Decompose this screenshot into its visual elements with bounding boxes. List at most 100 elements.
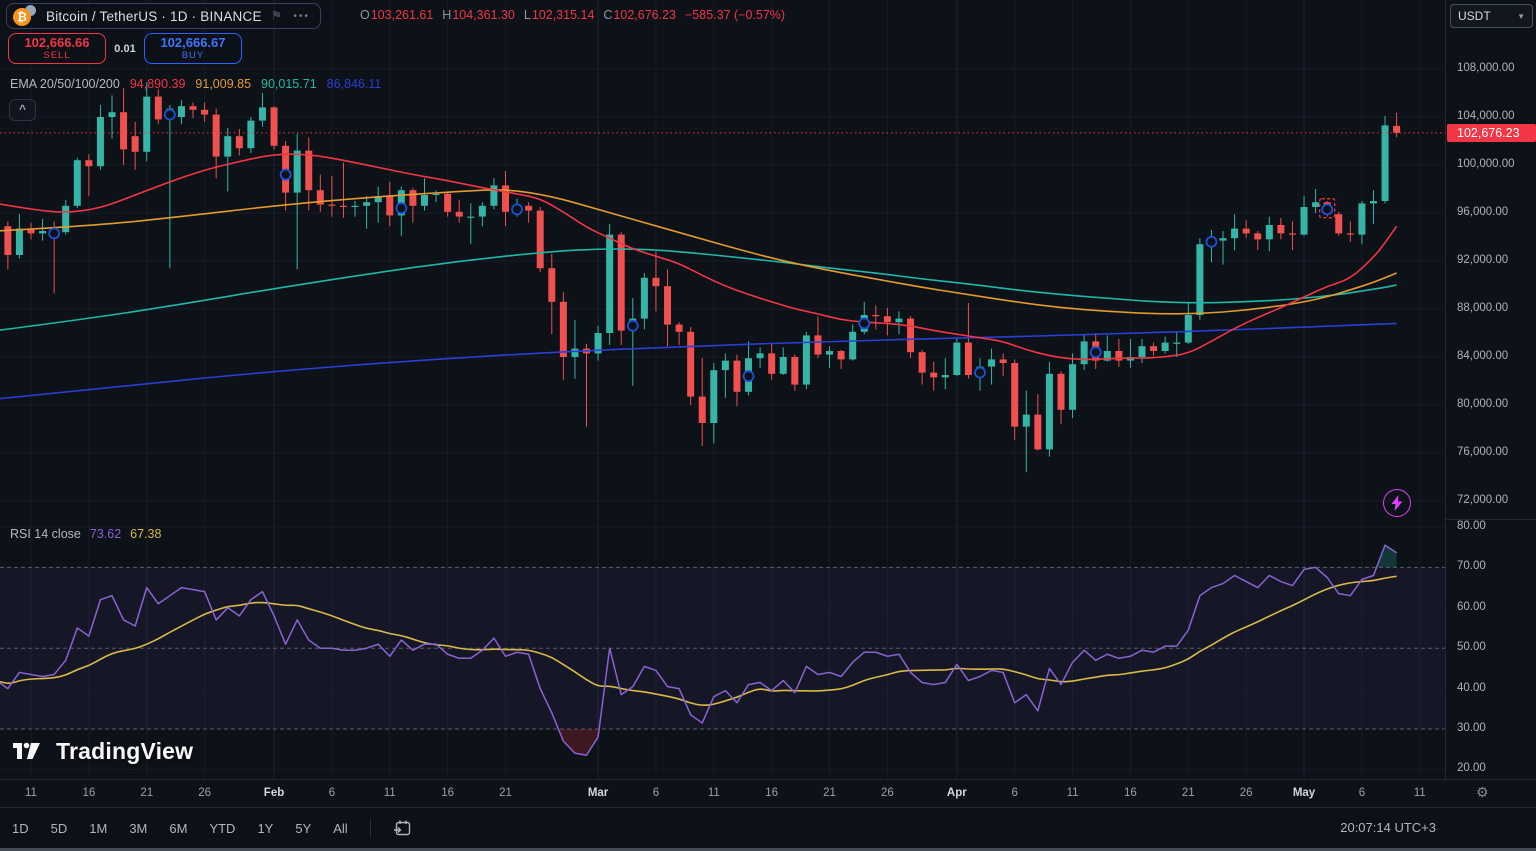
tradingview-logo-icon xyxy=(13,742,40,759)
trade-marker[interactable] xyxy=(48,227,61,240)
trade-marker[interactable] xyxy=(511,203,523,216)
rsi-axis-label: 20.00 xyxy=(1457,762,1486,775)
price-axis-label: 80,000.00 xyxy=(1457,398,1509,410)
chevron-down-icon: ▼ xyxy=(1517,11,1525,21)
time-axis-label: Mar xyxy=(587,787,609,799)
go-to-date-button[interactable] xyxy=(393,819,412,838)
time-axis-label: 21 xyxy=(140,787,154,799)
symbol-header[interactable]: ₿ Bitcoin / TetherUS · 1D · BINANCE ⚑ ••… xyxy=(6,3,321,29)
ohlc-item: L102,315.14 xyxy=(523,8,595,22)
axis-divider xyxy=(1446,519,1536,520)
tradingview-watermark: TradingView xyxy=(12,737,193,765)
trade-marker[interactable] xyxy=(1089,346,1102,359)
ohlc-values: O103,261.61 H104,361.30 L102,315.14 C102,67… xyxy=(360,8,785,22)
trade-marker[interactable] xyxy=(1321,203,1334,216)
time-axis-label: 26 xyxy=(880,787,894,799)
bottom-toolbar: 1D 5D 1M 3M 6M YTD 1Y 5Y All 20:07:14 UTC+3 xyxy=(0,807,1536,851)
rsi-axis-label: 80.00 xyxy=(1457,520,1486,532)
order-panel: 102,666.66 SELL 0.01 102,666.67 BUY xyxy=(8,33,242,64)
ema-legend[interactable]: EMA 20/50/100/200 94,890.39 91,009.85 90,0… xyxy=(10,77,381,91)
chevron-up-icon: ^ xyxy=(18,102,26,116)
range-selector: 1D 5D 1M 3M 6M YTD 1Y 5Y All xyxy=(12,808,412,848)
price-axis-label: 108,000.00 xyxy=(1457,62,1515,74)
range-button-3m[interactable]: 3M xyxy=(129,820,148,836)
clock[interactable]: 20:07:14 UTC+3 xyxy=(1340,820,1436,835)
symbol-title[interactable]: Bitcoin / TetherUS · 1D · BINANCE xyxy=(46,8,262,24)
trade-marker[interactable] xyxy=(395,202,408,215)
change-value: −585.37 (−0.57%) xyxy=(685,8,786,22)
range-button-1y[interactable]: 1Y xyxy=(257,820,274,836)
time-axis-label: 21 xyxy=(499,787,512,799)
trade-marker[interactable] xyxy=(1205,235,1218,248)
rsi-value: 73.62 xyxy=(89,527,122,541)
time-axis-label: 11 xyxy=(383,787,396,799)
ema-value: 86,846.11 xyxy=(326,77,382,91)
trade-marker[interactable] xyxy=(742,370,755,383)
time-axis-label: 21 xyxy=(1181,787,1195,799)
time-axis-label: 6 xyxy=(652,787,660,799)
time-axis-label: Apr xyxy=(946,787,967,799)
rsi-axis-label: 30.00 xyxy=(1457,722,1486,734)
rsi-legend[interactable]: RSI 14 close 73.62 67.38 xyxy=(10,527,161,541)
flag-icon[interactable]: ⚑ xyxy=(270,8,283,23)
btc-usdt-pair-icon: ₿ xyxy=(13,5,39,27)
ohlc-item: O103,261.61 xyxy=(360,8,434,22)
price-axis-label: 96,000.00 xyxy=(1457,206,1509,218)
trade-marker[interactable] xyxy=(163,108,176,121)
price-axis-label: 84,000.00 xyxy=(1457,350,1509,362)
sell-price: 102,666.66 xyxy=(24,34,90,50)
time-axis-label: May xyxy=(1292,787,1316,799)
time-axis-label: 6 xyxy=(1011,787,1018,799)
price-chart-pane[interactable] xyxy=(0,0,1445,519)
sell-button[interactable]: 102,666.66 SELL xyxy=(8,33,106,64)
trade-marker[interactable] xyxy=(626,319,639,332)
buy-price: 102,666.67 xyxy=(160,34,226,50)
axis-settings-gear-icon[interactable]: ⚙ xyxy=(1476,784,1489,800)
currency-selector[interactable]: USDT ▼ xyxy=(1450,4,1533,28)
window-edge xyxy=(0,848,1536,851)
time-axis-label: 11 xyxy=(1413,787,1426,799)
time-axis-label: Feb xyxy=(263,787,285,799)
trade-marker[interactable] xyxy=(974,366,986,379)
rsi-indicator-pane[interactable] xyxy=(0,519,1445,779)
time-axis-label: 6 xyxy=(328,787,336,799)
time-axis[interactable]: 11 16 21 26 Feb 6 11 16 21 Mar 6 11 16 21 26 Apr 6 11 16 21… xyxy=(0,779,1536,807)
price-axis-label: 92,000.00 xyxy=(1457,254,1509,266)
lightning-icon xyxy=(1391,495,1403,511)
range-button-1m[interactable]: 1M xyxy=(89,820,108,836)
trade-marker[interactable] xyxy=(858,317,871,330)
buy-button[interactable]: 102,666.67 BUY xyxy=(144,33,242,64)
rsi-axis-label: 70.00 xyxy=(1457,560,1486,573)
time-axis-label: 11 xyxy=(25,787,37,799)
price-axis-label: 104,000.00 xyxy=(1457,110,1515,122)
range-button-all[interactable]: All xyxy=(333,820,348,836)
flash-order-button[interactable] xyxy=(1383,489,1411,517)
price-axis-label: 100,000.00 xyxy=(1457,158,1515,170)
range-button-5y[interactable]: 5Y xyxy=(295,820,312,836)
trade-marker[interactable] xyxy=(279,168,292,181)
price-axis-label: 72,000.00 xyxy=(1457,494,1509,506)
range-button-ytd[interactable]: YTD xyxy=(209,820,236,836)
range-button-1d[interactable]: 1D xyxy=(12,820,29,836)
time-axis-label: 16 xyxy=(82,787,96,799)
rsi-ma-value: 67.38 xyxy=(130,527,162,541)
ema-value: 94,890.39 xyxy=(129,77,186,91)
sell-label: SELL xyxy=(43,49,71,61)
rsi-axis-label: 50.00 xyxy=(1457,641,1486,654)
ohlc-item: C102,676.23 xyxy=(603,8,676,22)
range-button-6m[interactable]: 6M xyxy=(169,820,188,836)
range-button-5d[interactable]: 5D xyxy=(50,820,68,836)
time-axis-label: 21 xyxy=(823,787,836,799)
ema-legend-label: EMA 20/50/100/200 xyxy=(10,77,120,91)
ema-value: 90,015.71 xyxy=(261,77,317,91)
time-axis-label: 26 xyxy=(198,787,211,799)
time-axis-label: 11 xyxy=(1066,787,1079,799)
rsi-axis-label: 60.00 xyxy=(1457,600,1486,613)
time-axis-label: 26 xyxy=(1239,787,1253,799)
collapse-pane-button[interactable]: ^ xyxy=(9,99,36,121)
time-axis-label: 16 xyxy=(441,787,455,799)
price-axis[interactable]: USDT ▼ 108,000.00 104,000.00 100,000.00 96,… xyxy=(1445,0,1536,807)
more-options-icon[interactable]: ••• xyxy=(293,10,310,22)
current-price-tag: 102,676.23 xyxy=(1447,123,1536,142)
